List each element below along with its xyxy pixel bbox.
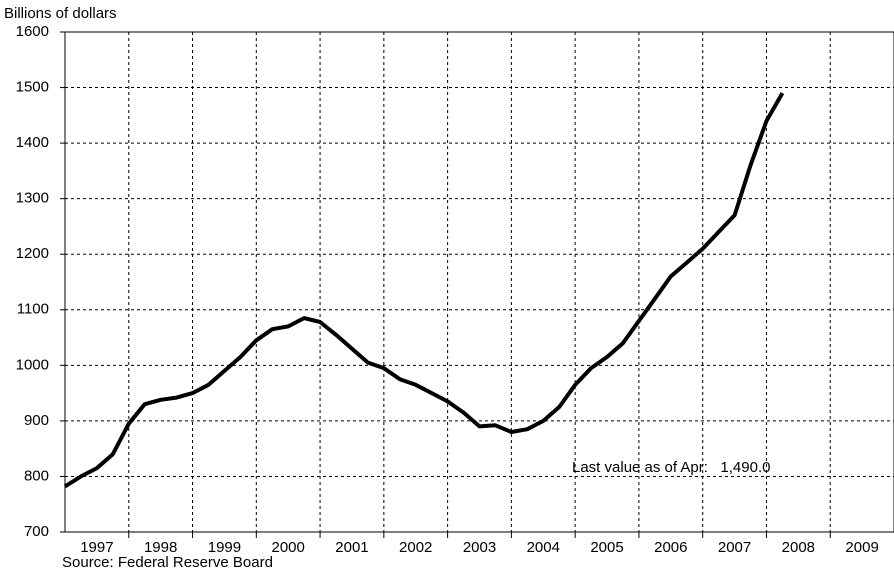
x-tick-label: 1997 (80, 539, 113, 556)
source: Source: Federal Reserve Board (62, 554, 273, 571)
x-tick-label: 2002 (399, 539, 432, 556)
y-tick-label: 900 (24, 412, 49, 429)
y-tick-label: 800 (24, 467, 49, 484)
x-tick-label: 2004 (527, 539, 560, 556)
y-tick-label: 1400 (16, 134, 49, 151)
data-line (63, 92, 785, 489)
plot-frame (64, 31, 894, 533)
x-tick-label: 1998 (144, 539, 177, 556)
y-tick-label: 1600 (16, 23, 49, 40)
x-tick-label: 2006 (654, 539, 687, 556)
y-tick-label: 700 (24, 523, 49, 540)
x-tick-label: 2001 (335, 539, 368, 556)
y-axis-label: Billions of dollars (4, 5, 117, 22)
y-tick-label: 1500 (16, 79, 49, 96)
y-tick-label: 1000 (16, 356, 49, 373)
x-tick-label: 2005 (590, 539, 623, 556)
y-tick-label: 1300 (16, 190, 49, 207)
x-tick-label: 2009 (845, 539, 878, 556)
x-tick-label: 2008 (782, 539, 815, 556)
y-tick-label: 1100 (17, 301, 49, 318)
annotation: Last value as of Apr: 1,490.0 (572, 459, 770, 476)
x-tick-label: 2007 (718, 539, 751, 556)
y-tick-label: 1200 (16, 245, 49, 262)
x-tick-label: 1999 (208, 539, 241, 556)
x-tick-label: 2003 (463, 539, 496, 556)
x-tick-label: 2000 (272, 539, 305, 556)
